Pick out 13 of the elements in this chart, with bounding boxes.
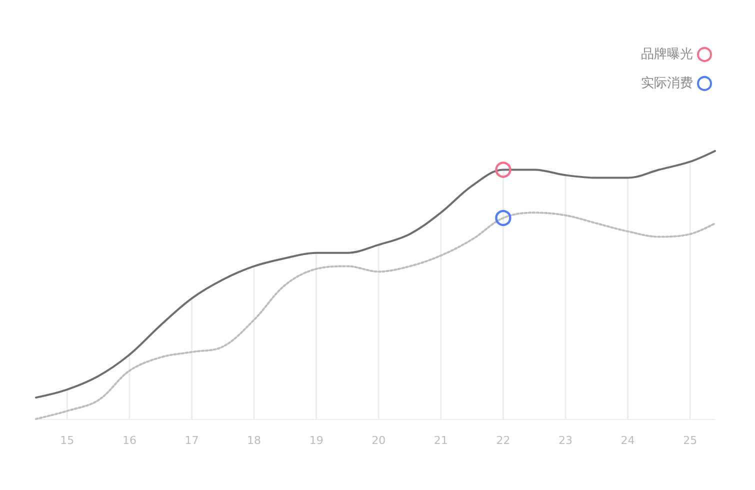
x-tick-label: 21 bbox=[434, 434, 448, 447]
x-tick-label: 19 bbox=[309, 434, 324, 447]
x-tick-label: 23 bbox=[558, 434, 572, 447]
x-tick-label: 18 bbox=[247, 434, 262, 447]
x-tick-label: 15 bbox=[60, 434, 74, 447]
x-tick-label: 17 bbox=[184, 434, 199, 447]
x-tick-label: 25 bbox=[683, 434, 698, 447]
x-tick-label: 16 bbox=[122, 434, 136, 447]
x-tick-label: 20 bbox=[372, 434, 386, 447]
x-tick-label: 24 bbox=[620, 434, 635, 447]
legend-label: 实际消费 bbox=[641, 76, 693, 91]
x-tick-label: 22 bbox=[496, 434, 510, 447]
legend-label: 品牌曝光 bbox=[641, 47, 693, 62]
